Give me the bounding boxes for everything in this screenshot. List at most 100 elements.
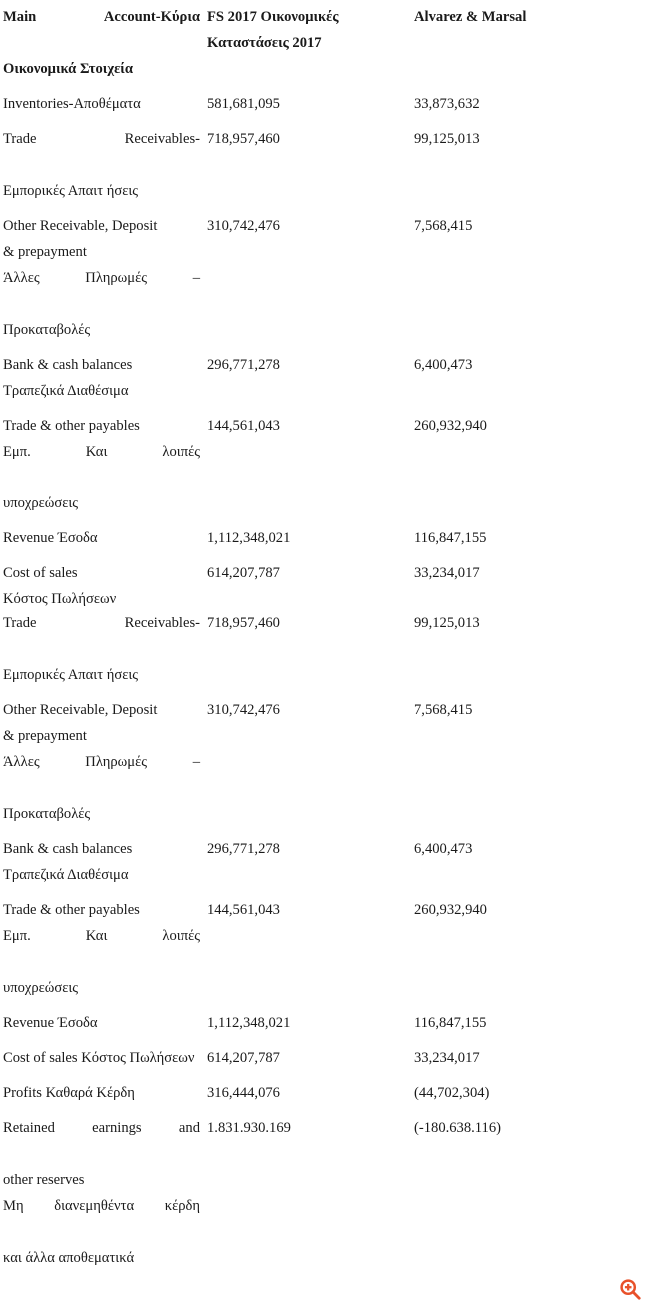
table-row: Inventories-Αποθέματα 581,681,095 33,873… [0,87,620,122]
row-label-cell: Bank & cash balances Τραπεζικά Διαθέσιμα [0,348,204,409]
row-label-cell: Retained earnings and other reserves Μη … [0,1111,204,1276]
value: (-180.638.116) [414,1119,502,1136]
row-value-alvarez: 33,234,017 [411,1041,620,1076]
row-label-line: Εμπορικές Απαιτ ήσεις [3,182,139,199]
header-line: Οικονομικές [260,9,339,25]
row-label-line: Προκαταβολές [3,321,91,338]
table-row: Trade Receivables- Εμπορικές Απαιτ ήσεις… [0,606,620,693]
value: 99,125,013 [414,130,480,147]
row-value-alvarez: 116,847,155 [411,1006,620,1041]
row-value-alvarez: 7,568,415 [411,209,620,348]
table-row: Revenue Έσοδα 1,112,348,021 116,847,155 [0,521,620,556]
value: 144,561,043 [207,417,280,434]
value: 7,568,415 [414,217,473,234]
row-label-line: Inventories-Αποθέματα [3,95,141,112]
row-value-fs2017: 310,742,476 [204,209,411,348]
value: 144,561,043 [207,902,280,919]
row-value-fs2017: 718,957,460 [204,122,411,209]
row-value-alvarez: 260,932,940 [411,893,620,1006]
row-label-cell: Trade & other payables Εμπ. Και λοιπές υ… [0,409,204,522]
row-value-alvarez: 6,400,473 [411,348,620,409]
table-row: Trade & other payables Εμπ. Και λοιπές υ… [0,409,620,522]
header-cell-account: Main Account-Κύρια Οικονομικά Στοιχεία [0,0,204,87]
value: 614,207,787 [207,1049,280,1066]
row-label-line: υποχρεώσεις [3,495,79,512]
row-label-cell: Trade Receivables- Εμπορικές Απαιτ ήσεις [0,122,204,209]
value: 310,742,476 [207,702,280,719]
value: 1,112,348,021 [207,1014,291,1031]
row-value-alvarez: (44,702,304) [411,1076,620,1111]
row-value-alvarez: 33,873,632 [411,87,620,122]
row-value-alvarez: (-180.638.116) [411,1111,620,1276]
row-label-line: Εμπ. Και λοιπές [3,443,200,460]
row-label-line: υποχρεώσεις [3,979,79,996]
value: 33,873,632 [414,95,480,112]
row-label-line: Trade Receivables- [3,615,200,632]
table-row: Cost of sales Κόστος Πωλήσεων 614,207,78… [0,1041,620,1076]
row-value-alvarez: 99,125,013 [411,606,620,693]
row-label-line: Other Receivable, Deposit [3,702,158,719]
header-line: Καταστάσεις 2017 [207,34,322,51]
row-label-line: Άλλες Πληρωμές – [3,754,200,771]
row-label-line: Τραπεζικά Διαθέσιμα [3,382,129,399]
row-value-fs2017: 316,444,076 [204,1076,411,1111]
row-label-line: Trade & other payables [3,417,140,434]
row-label-cell: Revenue Έσοδα [0,521,204,556]
row-value-alvarez: 260,932,940 [411,409,620,522]
value: 718,957,460 [207,615,280,632]
row-label-line: Cost of sales [3,1049,78,1066]
row-label-line: Καθαρά Κέρδη [45,1084,135,1101]
row-label-line: Retained earnings and [3,1119,200,1136]
table-body: Main Account-Κύρια Οικονομικά Στοιχεία F… [0,0,620,1276]
row-label-cell: Other Receivable, Deposit & prepayment Ά… [0,693,204,832]
row-label-cell: Trade & other payables Εμπ. Και λοιπές υ… [0,893,204,1006]
row-label-line: Προκαταβολές [3,806,91,823]
row-value-fs2017: 296,771,278 [204,832,411,893]
row-label-line: Κόστος Πωλήσεων [81,1049,195,1066]
value: 116,847,155 [414,1014,487,1031]
value: 33,234,017 [414,565,480,582]
row-label-line: Bank & cash balances [3,356,133,373]
header-line: Οικονομικά Στοιχεία [3,60,133,77]
row-label-cell: Inventories-Αποθέματα [0,87,204,122]
row-label-line: Έσοδα [57,530,98,547]
row-label-cell: Cost of sales Κόστος Πωλήσεων [0,556,204,606]
row-label-line: Εμπ. Και λοιπές [3,928,200,945]
row-label-line: Εμπορικές Απαιτ ήσεις [3,667,139,684]
row-value-fs2017: 581,681,095 [204,87,411,122]
table-row: Revenue Έσοδα 1,112,348,021 116,847,155 [0,1006,620,1041]
row-label-line: & prepayment [3,243,87,260]
row-label-line: και άλλα αποθεματικά [3,1249,135,1266]
row-label-line: other reserves [3,1171,85,1188]
header-line: Main Account-Κύρια [3,9,200,25]
header-line: Alvarez & Marsal [414,9,527,25]
value: 260,932,940 [414,417,487,434]
value: 296,771,278 [207,841,280,858]
value: 260,932,940 [414,902,487,919]
row-value-fs2017: 296,771,278 [204,348,411,409]
row-label-cell: Cost of sales Κόστος Πωλήσεων [0,1041,204,1076]
value: 1,112,348,021 [207,530,291,547]
table-row: Bank & cash balances Τραπεζικά Διαθέσιμα… [0,348,620,409]
value: (44,702,304) [414,1084,490,1101]
table-row: Trade Receivables- Εμπορικές Απαιτ ήσεις… [0,122,620,209]
row-value-alvarez: 7,568,415 [411,693,620,832]
row-label-line: Profits [3,1084,42,1101]
table-row: Cost of sales Κόστος Πωλήσεων 614,207,78… [0,556,620,606]
row-value-fs2017: 144,561,043 [204,409,411,522]
row-label-line: & prepayment [3,728,87,745]
row-label-line: Κόστος Πωλήσεων [3,591,117,607]
row-value-alvarez: 33,234,017 [411,556,620,606]
row-value-alvarez: 99,125,013 [411,122,620,209]
table-row: Other Receivable, Deposit & prepayment Ά… [0,209,620,348]
row-value-fs2017: 1,112,348,021 [204,521,411,556]
financial-comparison-table: Main Account-Κύρια Οικονομικά Στοιχεία F… [0,0,620,1276]
header-cell-fs2017: FS 2017 Οικονομικές Καταστάσεις 2017 [204,0,411,87]
table-row: Profits Καθαρά Κέρδη 316,444,076 (44,702… [0,1076,620,1111]
row-value-fs2017: 1,112,348,021 [204,1006,411,1041]
table-row: Other Receivable, Deposit & prepayment Ά… [0,693,620,832]
zoom-in-magnifier-icon[interactable] [619,1278,641,1300]
table-header-row: Main Account-Κύρια Οικονομικά Στοιχεία F… [0,0,620,87]
value: 614,207,787 [207,565,280,582]
row-label-line: Έσοδα [57,1014,98,1031]
